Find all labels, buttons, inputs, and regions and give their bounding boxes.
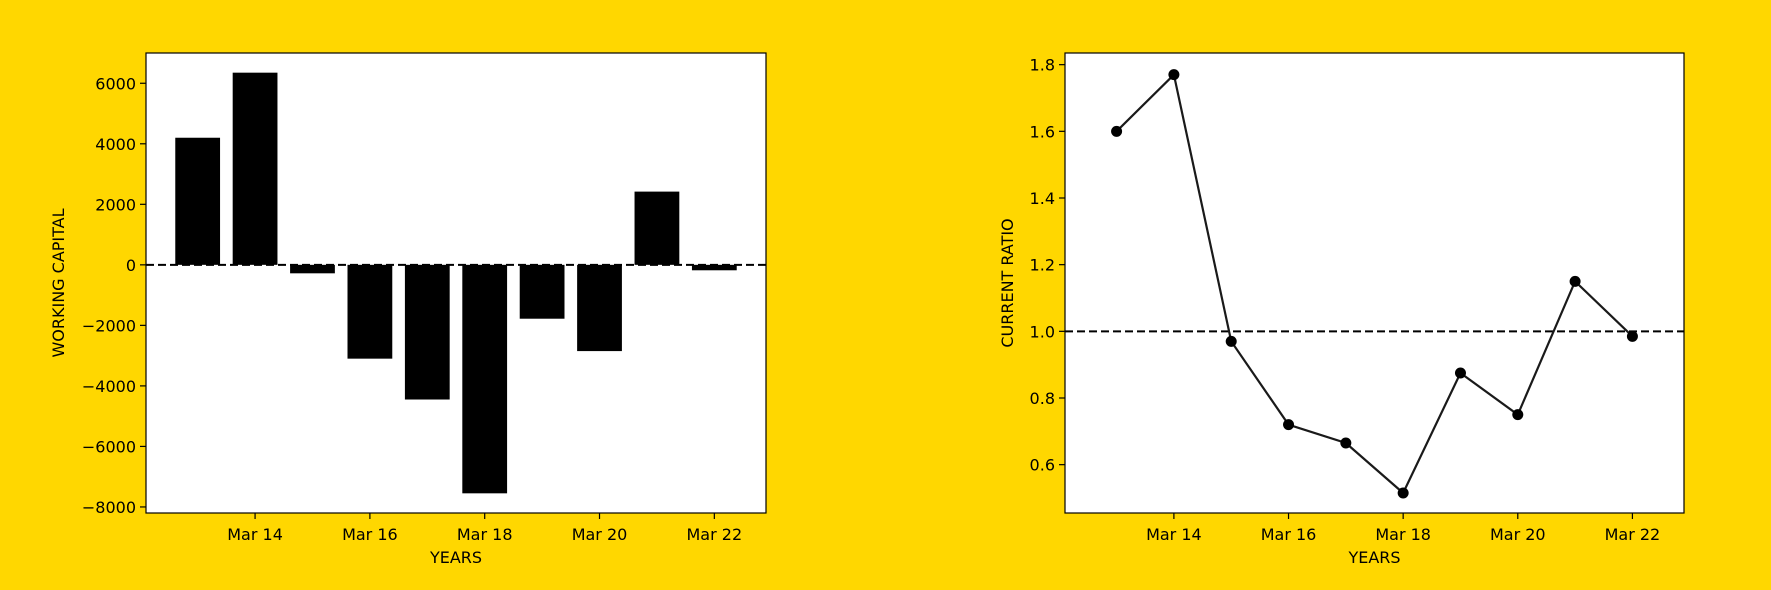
bar-mar-19 [519, 264, 565, 319]
working-capital-x-axis-label: YEARS [429, 548, 482, 567]
bar-mar-20 [577, 264, 622, 352]
current-ratio-markers [1111, 69, 1638, 499]
bar-mar-14 [232, 72, 278, 265]
point-mar-13 [1111, 125, 1123, 137]
y-tick-label: 0 [126, 256, 136, 275]
x-tick-label: Mar 16 [1261, 525, 1317, 544]
y-tick-label: 1.0 [1030, 322, 1055, 341]
x-tick-label: Mar 22 [687, 525, 743, 544]
working-capital-x-ticks: Mar 14 Mar 16 Mar 18 Mar 20 Mar 22 [227, 513, 742, 544]
y-tick-label: 1.8 [1030, 56, 1055, 75]
point-mar-14 [1168, 69, 1180, 81]
bar-mar-15 [290, 264, 335, 274]
x-tick-label: Mar 14 [227, 525, 283, 544]
y-tick-label: 6000 [95, 74, 136, 93]
x-tick-label: Mar 14 [1146, 525, 1202, 544]
point-mar-20 [1512, 409, 1524, 421]
working-capital-frame [145, 52, 767, 514]
y-tick-label: 0.8 [1030, 389, 1055, 408]
x-tick-label: Mar 18 [1375, 525, 1431, 544]
x-tick-label: Mar 18 [457, 525, 513, 544]
working-capital-y-axis-label: WORKING CAPITAL [49, 208, 68, 357]
bar-mar-18 [462, 264, 508, 494]
current-ratio-line [1115, 72, 1634, 495]
point-mar-22 [1626, 330, 1638, 342]
bar-mar-16 [347, 264, 393, 359]
y-tick-label: −6000 [82, 437, 136, 456]
point-mar-19 [1454, 367, 1466, 379]
y-tick-label: 2000 [95, 195, 136, 214]
current-ratio-plot-area [1065, 53, 1684, 513]
working-capital-y-ticks: 6000 4000 2000 0 −2000 −4000 −6000 −8000 [82, 74, 146, 517]
current-ratio-x-axis-label: YEARS [1347, 548, 1400, 567]
x-tick-label: Mar 16 [342, 525, 398, 544]
bar-mar-13 [175, 137, 221, 265]
x-tick-label: Mar 20 [1490, 525, 1546, 544]
point-mar-17 [1340, 437, 1352, 449]
y-tick-label: −4000 [82, 377, 136, 396]
current-ratio-y-axis-label: CURRENT RATIO [998, 218, 1017, 347]
y-tick-label: 0.6 [1030, 456, 1055, 475]
point-mar-21 [1569, 275, 1581, 287]
y-tick-label: −2000 [82, 316, 136, 335]
bar-mar-17 [404, 264, 450, 400]
y-tick-label: 4000 [95, 135, 136, 154]
bar-mar-22 [691, 264, 737, 271]
current-ratio-y-ticks: 1.8 1.6 1.4 1.2 1.0 0.8 0.6 [1030, 56, 1065, 475]
working-capital-chart: 6000 4000 2000 0 −2000 −4000 −6000 −8000 Mar 14… [49, 52, 767, 567]
y-tick-label: 1.6 [1030, 122, 1055, 141]
current-ratio-x-ticks: Mar 14 Mar 16 Mar 18 Mar 20 Mar 22 [1146, 513, 1660, 544]
y-tick-label: 1.4 [1030, 189, 1055, 208]
y-tick-label: −8000 [82, 498, 136, 517]
bar-mar-21 [634, 191, 680, 265]
point-mar-16 [1283, 419, 1295, 431]
current-ratio-frame [1064, 52, 1685, 514]
point-mar-15 [1225, 335, 1237, 347]
current-ratio-chart: 1.8 1.6 1.4 1.2 1.0 0.8 0.6 Mar 14 Mar 16 Mar 18… [998, 52, 1685, 567]
x-tick-label: Mar 22 [1605, 525, 1661, 544]
point-mar-18 [1397, 487, 1409, 499]
y-tick-label: 1.2 [1030, 256, 1055, 275]
working-capital-bars [175, 72, 737, 494]
x-tick-label: Mar 20 [572, 525, 628, 544]
